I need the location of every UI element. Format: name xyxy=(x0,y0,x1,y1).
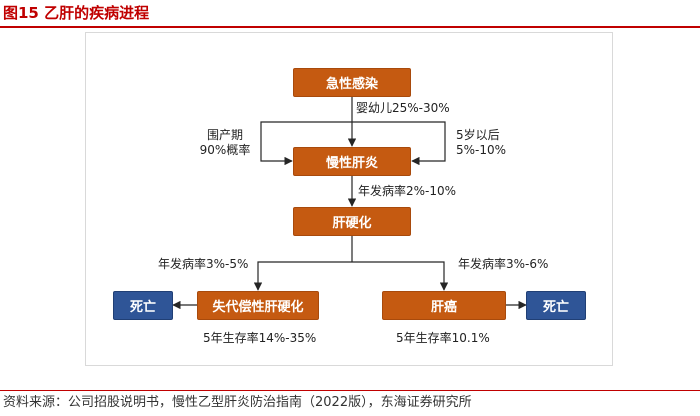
source-note: 资料来源：公司招股说明书，慢性乙型肝炎防治指南（2022版），东海证券研究所 xyxy=(3,395,472,410)
label-cancer-rate: 年发病率3%-6% xyxy=(458,257,549,271)
node-chronic-hepatitis: 慢性肝炎 xyxy=(293,147,411,176)
figure-title: 图15 乙肝的疾病进程 xyxy=(3,4,150,22)
label-perinatal-line2: 90%概率 xyxy=(199,143,251,157)
label-perinatal-line1: 围产期 xyxy=(206,128,243,142)
footer-rule xyxy=(0,390,700,391)
node-death-left: 死亡 xyxy=(113,291,173,320)
arrow-to-cancer xyxy=(352,261,449,291)
label-decomp-survival: 5年生存率14%-35% xyxy=(203,331,317,345)
node-liver-cancer: 肝癌 xyxy=(382,291,506,320)
label-after5-line2: 5%-10% xyxy=(456,143,507,157)
label-infant-rate: 婴幼儿25%-30% xyxy=(356,101,450,115)
arrow-perinatal xyxy=(260,121,352,166)
node-cirrhosis: 肝硬化 xyxy=(293,207,411,236)
arrow-after5 xyxy=(352,121,446,166)
label-decomp-rate: 年发病率3%-5% xyxy=(158,257,249,271)
label-cancer-survival: 5年生存率10.1% xyxy=(396,331,490,345)
arrow-to-decomp xyxy=(253,261,352,291)
label-after5-line1: 5岁以后 xyxy=(456,128,500,142)
label-cirrhosis-rate: 年发病率2%-10% xyxy=(358,184,457,198)
title-rule xyxy=(0,26,700,28)
node-acute-infection: 急性感染 xyxy=(293,68,411,97)
node-decompensated-cirrhosis: 失代偿性肝硬化 xyxy=(197,291,319,320)
node-death-right: 死亡 xyxy=(526,291,586,320)
